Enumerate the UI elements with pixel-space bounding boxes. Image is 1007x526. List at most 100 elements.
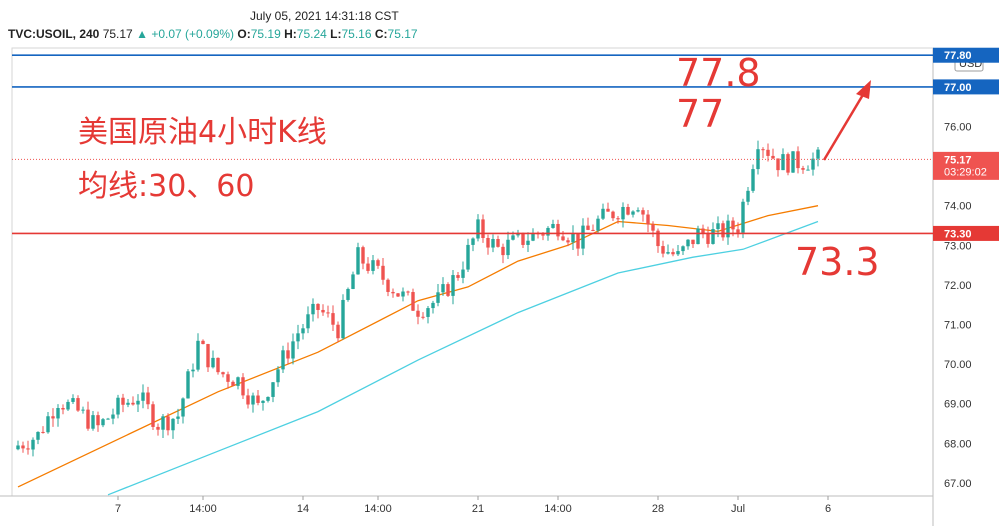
candle-body bbox=[311, 303, 315, 315]
time-axis[interactable]: 7 14:00 14 14:00 21 14:00 28 Jul 6 bbox=[115, 496, 831, 515]
time-tick-label: 14:00 bbox=[189, 503, 217, 515]
candle-body bbox=[626, 206, 630, 215]
candle-body bbox=[36, 431, 40, 440]
candle-body bbox=[681, 246, 685, 252]
candle-body bbox=[41, 431, 45, 433]
candle-body bbox=[141, 392, 145, 401]
candle-body bbox=[506, 239, 510, 256]
last-price: 75.17 bbox=[102, 27, 133, 41]
candle-body bbox=[811, 158, 815, 170]
close-label: C: bbox=[374, 27, 388, 41]
candle-body bbox=[656, 230, 660, 247]
candle-body bbox=[396, 293, 400, 297]
candle-body bbox=[91, 415, 95, 429]
candle-body bbox=[786, 154, 790, 173]
trend-arrow-head-icon bbox=[856, 80, 871, 99]
candle-body bbox=[111, 414, 115, 419]
open-value: 75.19 bbox=[250, 27, 281, 41]
price-tick-label: 68.00 bbox=[944, 438, 972, 450]
price-tick-label: 72.00 bbox=[944, 280, 972, 292]
annotation-level-73-3: 73.3 bbox=[795, 240, 880, 284]
candle-body bbox=[386, 279, 390, 292]
candle-body bbox=[496, 239, 500, 247]
candle-body bbox=[406, 291, 410, 293]
candle-body bbox=[451, 275, 455, 296]
candle-body bbox=[366, 263, 370, 271]
candle-body bbox=[346, 288, 350, 300]
candle-body bbox=[761, 149, 765, 151]
candle-body bbox=[706, 233, 710, 244]
price-label-box bbox=[933, 225, 999, 241]
time-tick-label: 7 bbox=[115, 503, 121, 515]
candle-body bbox=[56, 407, 60, 419]
candle-body bbox=[481, 219, 485, 238]
candle-body bbox=[556, 223, 560, 237]
candle-body bbox=[276, 369, 280, 383]
candle-body bbox=[201, 340, 205, 345]
candle-body bbox=[711, 229, 715, 244]
candle-body bbox=[336, 324, 340, 339]
candle-body bbox=[726, 220, 730, 238]
trend-arrow-line bbox=[822, 92, 866, 161]
candle-body bbox=[526, 240, 530, 245]
candle-body bbox=[421, 316, 425, 318]
candle-body bbox=[206, 344, 210, 368]
quote-line: TVC:USOIL, 240 75.17 ▲ +0.07 (+0.09%) O:… bbox=[8, 27, 418, 41]
candle-body bbox=[621, 206, 625, 220]
candle-body bbox=[21, 445, 25, 449]
price-tick-label: 71.00 bbox=[944, 320, 972, 332]
candle-body bbox=[226, 374, 230, 382]
time-tick-label: 28 bbox=[652, 503, 664, 515]
symbol-label[interactable]: TVC:USOIL, 240 bbox=[8, 27, 100, 41]
candle-body bbox=[586, 225, 590, 230]
candle-body bbox=[471, 238, 475, 245]
candle-body bbox=[76, 398, 80, 411]
candle-body bbox=[176, 416, 180, 419]
candle-body bbox=[61, 407, 65, 410]
candle-body bbox=[331, 313, 335, 325]
candle-body bbox=[221, 372, 225, 375]
candle-body bbox=[771, 155, 775, 159]
price-tick-label: 76.00 bbox=[944, 122, 972, 134]
candle-body bbox=[691, 239, 695, 245]
price-label: 77.80 bbox=[944, 50, 972, 62]
candle-body bbox=[256, 395, 260, 403]
candle-body bbox=[246, 395, 250, 405]
candle-body bbox=[156, 426, 160, 430]
price-axis[interactable]: 67.00 68.00 69.00 70.00 71.00 72.00 73.00 74.00… bbox=[933, 47, 999, 490]
candle-body bbox=[431, 302, 435, 309]
plot-area bbox=[11, 47, 934, 497]
candle-body bbox=[791, 151, 795, 173]
candle-body bbox=[51, 416, 55, 419]
candle-body bbox=[96, 415, 100, 426]
candle-body bbox=[216, 357, 220, 373]
candle-body bbox=[271, 382, 275, 397]
candle-body bbox=[316, 303, 320, 310]
candle-body bbox=[71, 398, 75, 402]
candle-body bbox=[381, 265, 385, 280]
low-label: L: bbox=[330, 27, 342, 41]
candle-body bbox=[261, 400, 265, 403]
candle-body bbox=[191, 369, 195, 372]
candle-body bbox=[341, 299, 345, 339]
candle-body bbox=[571, 233, 575, 243]
candle-body bbox=[46, 416, 50, 433]
price-tick-label: 74.00 bbox=[944, 201, 972, 213]
candle-body bbox=[641, 210, 645, 215]
annotation-ma-info: 均线:30、60 bbox=[78, 169, 254, 204]
candle-body bbox=[651, 224, 655, 231]
candle-body bbox=[666, 252, 670, 254]
close-value: 75.17 bbox=[387, 27, 418, 41]
price-tick-label: 73.00 bbox=[944, 240, 972, 252]
candle-body bbox=[131, 402, 135, 405]
candle-body bbox=[296, 333, 300, 342]
price-label: 73.30 bbox=[944, 228, 972, 240]
plot-frame bbox=[0, 47, 934, 526]
price-label: 77.00 bbox=[944, 82, 972, 94]
time-tick-label: 6 bbox=[825, 503, 831, 515]
candle-body bbox=[426, 308, 430, 317]
candle-body bbox=[31, 439, 35, 450]
candle-body bbox=[326, 312, 330, 314]
candle-body bbox=[146, 392, 150, 405]
